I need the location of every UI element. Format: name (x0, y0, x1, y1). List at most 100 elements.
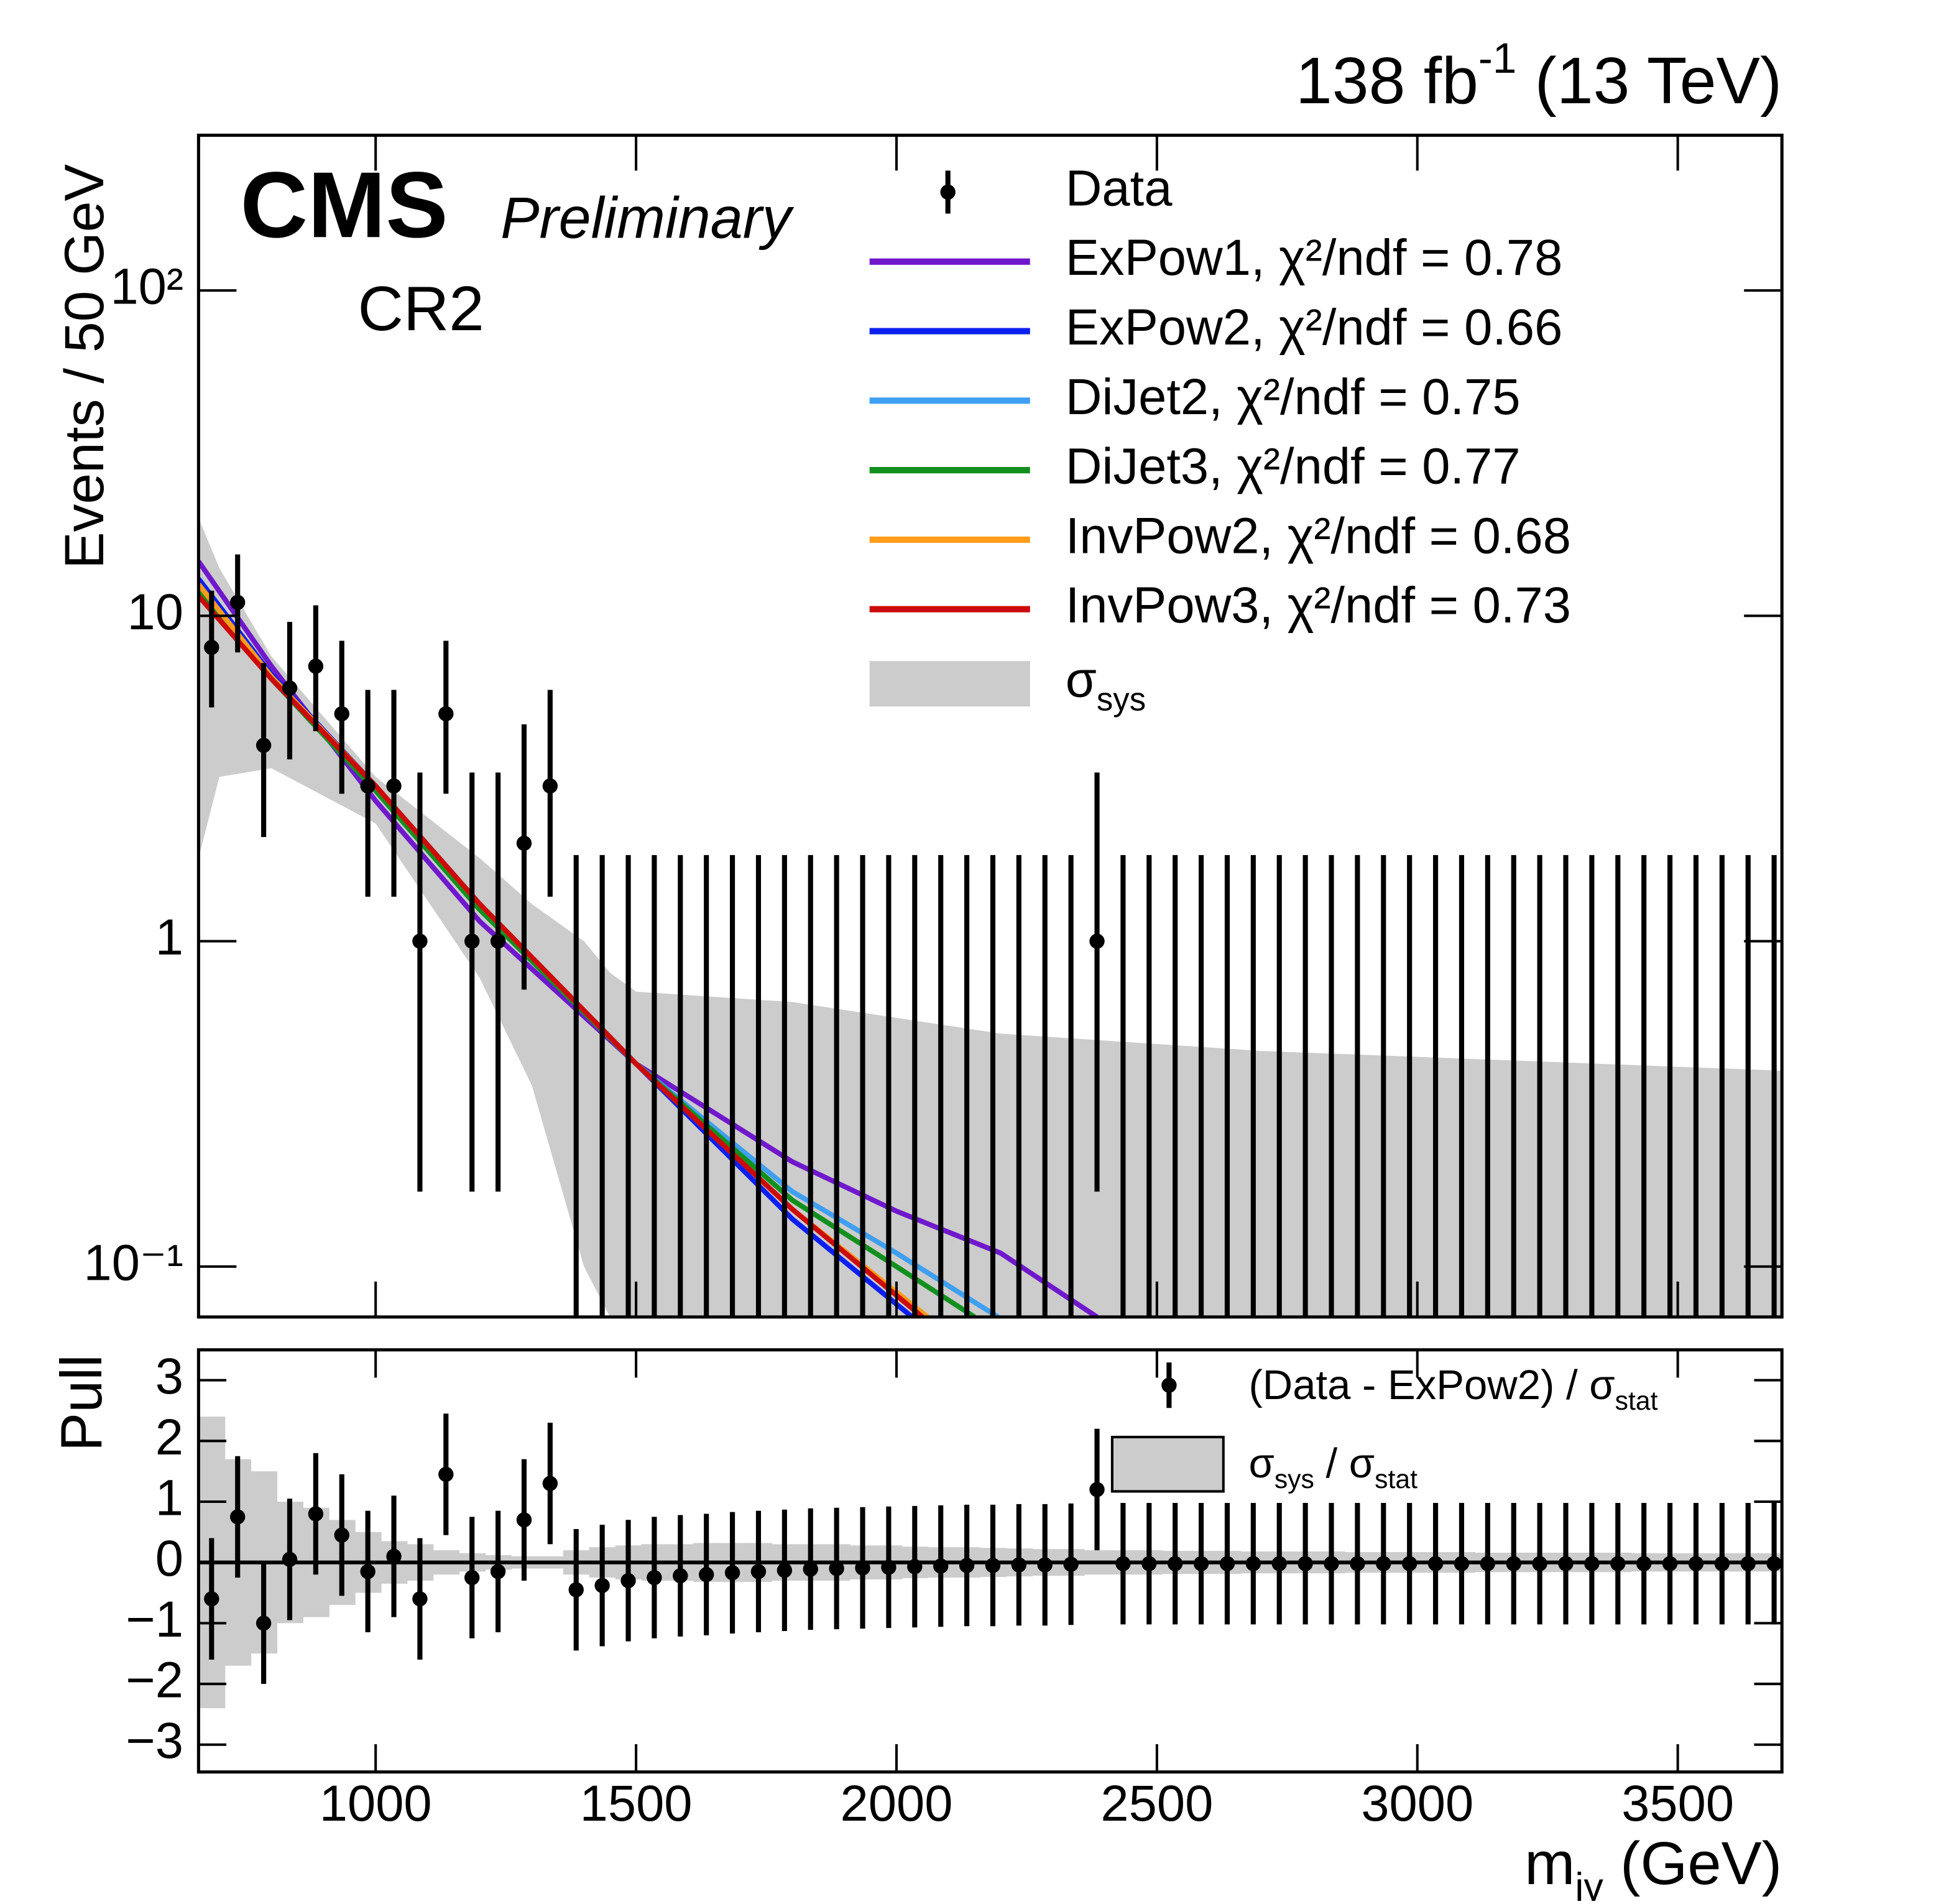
main-frame (196, 133, 1784, 1319)
pull-point (230, 1509, 246, 1525)
data-point (204, 639, 219, 655)
sys-band (198, 517, 1782, 1317)
x-tick-label: 3000 (1361, 1775, 1473, 1832)
pull-point (516, 1512, 532, 1528)
pull-point (750, 1564, 767, 1579)
lumi-label-part: 138 fb (1296, 44, 1478, 118)
pull-point (1115, 1556, 1131, 1571)
fit-line (198, 594, 924, 1317)
legend-label: DiJet2, χ²/ndf = 0.75 (1066, 369, 1521, 425)
legend-label: InvPow3, χ²/ndf = 0.73 (1066, 577, 1571, 634)
pull-point (620, 1573, 636, 1589)
pull-frame (196, 1348, 1784, 1774)
y-tick-label: −3 (126, 1712, 183, 1769)
x-tick-label: 2000 (841, 1775, 953, 1832)
pull-point (1662, 1556, 1678, 1571)
pull-point (1636, 1556, 1652, 1571)
pull-point (1089, 1482, 1105, 1497)
pull-point (1011, 1557, 1027, 1573)
legend-label: ExPow1, χ²/ndf = 0.78 (1066, 229, 1563, 286)
region: CR2 (357, 273, 484, 344)
pull-point (1193, 1556, 1209, 1571)
data-point (464, 933, 480, 949)
legend-label: (Data - ExPow2) / σstat (1248, 1361, 1657, 1416)
pull-point (1401, 1556, 1417, 1571)
pull-plot-area (198, 1413, 1782, 1709)
legend-label: σsys / σstat (1248, 1440, 1417, 1495)
data-point (360, 778, 376, 794)
pull-point (1141, 1556, 1157, 1571)
y-tick-label: −1 (126, 1591, 183, 1648)
pull-point (412, 1591, 428, 1607)
y-tick-label: 10² (110, 259, 183, 315)
pull-point (698, 1567, 714, 1583)
pull-point (1245, 1556, 1261, 1571)
data-point (386, 778, 402, 794)
pull-point (1506, 1556, 1521, 1571)
pull-point (1480, 1556, 1496, 1571)
pull-point (1298, 1556, 1313, 1571)
legend-label: Data (1066, 160, 1173, 216)
legend-label-part: stat (1615, 1386, 1658, 1416)
pull-point (1688, 1556, 1704, 1571)
y-tick-label: 0 (155, 1530, 183, 1587)
legend-label-part: σ (1248, 1440, 1274, 1487)
data-point (542, 778, 558, 794)
pull-point (907, 1559, 923, 1574)
pull-point (1740, 1556, 1756, 1571)
pull-point (464, 1569, 480, 1586)
x-tick-label: 2500 (1100, 1775, 1213, 1832)
experiment: CMS (240, 152, 448, 257)
pull-point (959, 1558, 975, 1573)
pull-point (1037, 1557, 1053, 1573)
pull-point (1063, 1556, 1079, 1572)
y-tick-label: −2 (126, 1652, 183, 1709)
pull-point (1532, 1556, 1547, 1571)
y-tick-label: 10⁻¹ (84, 1234, 183, 1291)
pull-point (881, 1560, 897, 1575)
x-tick-label: 1000 (320, 1775, 432, 1832)
lumi-label-part: (13 TeV) (1516, 44, 1782, 118)
y-tick-label: 10 (127, 584, 183, 640)
pull-point (490, 1564, 506, 1579)
pull-point (1271, 1556, 1287, 1571)
x-tick-label: 1500 (580, 1775, 693, 1832)
legend-label: InvPow2, χ²/ndf = 0.68 (1066, 507, 1571, 564)
data-point (516, 835, 532, 851)
pull-point (1350, 1556, 1365, 1571)
data-point (412, 933, 428, 949)
pull-point (1219, 1556, 1235, 1571)
pull-point (204, 1591, 219, 1607)
pull-point (308, 1506, 324, 1522)
status: Preliminary (500, 185, 795, 250)
pull-point (777, 1563, 793, 1578)
pull-point (360, 1564, 376, 1579)
data-point (438, 706, 454, 722)
pull-point (542, 1476, 558, 1491)
legend-swatch (1110, 1436, 1225, 1493)
x-axis-title-part: (GeV) (1603, 1829, 1782, 1897)
y-tick-label: 2 (155, 1409, 183, 1466)
pull-point (1558, 1556, 1574, 1571)
pull-point (1427, 1556, 1444, 1571)
legend-label-part: (Data - ExPow2) / σ (1248, 1361, 1615, 1408)
pull-point (1584, 1556, 1600, 1571)
pull-point (724, 1565, 740, 1581)
lumi-label: 138 fb-1 (13 TeV) (1296, 34, 1782, 118)
data-point (1089, 933, 1105, 949)
pull-point (594, 1578, 610, 1593)
x-axis-title-part: m (1524, 1829, 1575, 1897)
main-plot-area (198, 517, 1782, 1317)
data-point (256, 737, 272, 753)
legend-label-part: σ (1066, 652, 1097, 708)
pull-point (933, 1558, 949, 1574)
pull-point (568, 1582, 584, 1597)
pull-point (1376, 1556, 1391, 1571)
legend-label-part: / σ (1314, 1440, 1375, 1487)
x-axis-title: mjγ (GeV) (1524, 1829, 1782, 1901)
y-tick-label: 1 (155, 1469, 183, 1526)
pull-point (438, 1466, 454, 1482)
pull-point (1167, 1556, 1183, 1571)
